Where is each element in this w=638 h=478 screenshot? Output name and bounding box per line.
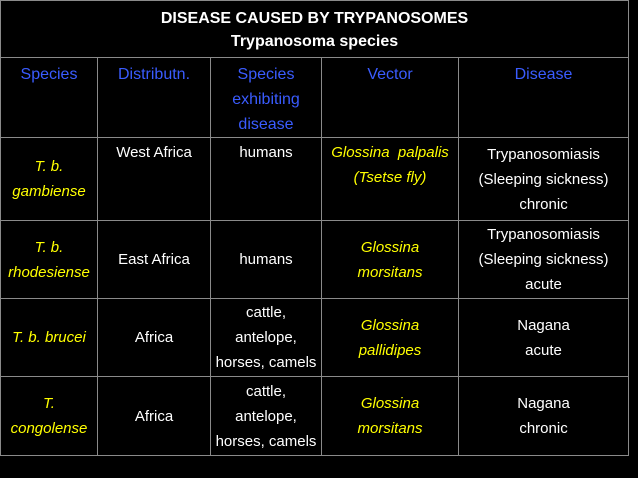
header-host: Species exhibiting disease	[210, 57, 322, 138]
header-host-line: disease	[238, 116, 294, 133]
vector-line: Glossina	[360, 395, 420, 412]
species-line: T. b.	[34, 158, 64, 175]
disease-cell: Trypanosomiasis (Sleeping sickness) chro…	[457, 137, 630, 221]
header-host-line: Species	[237, 66, 295, 83]
table-title: DISEASE CAUSED BY TRYPANOSOMES	[160, 10, 469, 27]
host-line: horses, camels	[215, 432, 317, 450]
disease-line: (Sleeping sickness)	[478, 170, 609, 188]
disease-line: (Sleeping sickness)	[478, 251, 609, 268]
disease-line: acute	[525, 276, 562, 293]
disease-line: acute	[525, 341, 562, 359]
distribution-cell: East Africa	[97, 220, 211, 299]
species-line: rhodesiense	[8, 263, 90, 281]
disease-cell: Nagana chronic	[457, 376, 630, 456]
species-cell: T. b. rhodesiense	[0, 220, 98, 299]
distribution-cell: Africa	[97, 298, 211, 377]
vector-line: morsitans	[357, 263, 423, 281]
header-row: Species Distributn. Species exhibiting d…	[0, 57, 630, 138]
distribution-cell: West Africa	[97, 137, 211, 221]
vector-cell: Glossina morsitans	[321, 376, 459, 456]
species-line: T. b.	[34, 238, 64, 256]
vector-line: Glossina	[360, 238, 420, 256]
species-line: T. b. brucei	[12, 329, 86, 346]
vector-cell: Glossina palpalis (Tsetse fly)	[321, 137, 459, 221]
disease-line: Nagana	[517, 395, 570, 412]
vector-line: pallidipes	[358, 341, 422, 359]
host-line: humans	[239, 144, 293, 161]
header-disease: Disease	[457, 57, 630, 138]
vector-cell: Glossina morsitans	[321, 220, 459, 299]
host-cell: humans	[210, 220, 322, 299]
host-cell: cattle, antelope, horses, camels	[210, 376, 322, 456]
vector-line: Glossina	[360, 316, 420, 334]
table-title-cell: DISEASE CAUSED BY TRYPANOSOMES Trypanoso…	[0, 0, 630, 58]
table-row: T. b. brucei Africa cattle, antelope, ho…	[0, 298, 630, 377]
host-cell: cattle, antelope, horses, camels	[210, 298, 322, 377]
distribution-cell: Africa	[97, 376, 211, 456]
header-host-line: exhibiting	[232, 91, 300, 108]
host-line: humans	[239, 251, 293, 268]
species-cell: T. b. brucei	[0, 298, 98, 377]
table-row: T. b. gambiense West Africa humans Gloss…	[0, 137, 630, 221]
species-line: congolense	[10, 420, 88, 437]
disease-table: DISEASE CAUSED BY TRYPANOSOMES Trypanoso…	[0, 0, 630, 456]
species-cell: T. b. gambiense	[0, 137, 98, 221]
host-cell: humans	[210, 137, 322, 221]
disease-line: chronic	[519, 420, 568, 437]
vector-cell: Glossina pallidipes	[321, 298, 459, 377]
header-species: Species	[0, 57, 98, 138]
disease-line: Nagana	[517, 316, 570, 334]
vector-line: Glossina palpalis	[331, 144, 449, 161]
disease-cell: Trypanosomiasis (Sleeping sickness) acut…	[457, 220, 630, 299]
species-line: gambiense	[12, 183, 86, 200]
vector-line: (Tsetse fly)	[353, 169, 427, 186]
header-distribution: Distributn.	[97, 57, 211, 138]
table-row: T. congolense Africa cattle, antelope, h…	[0, 376, 630, 456]
header-vector: Vector	[321, 57, 459, 138]
host-line: cattle,	[245, 382, 287, 400]
species-cell: T. congolense	[0, 376, 98, 456]
host-line: antelope,	[235, 407, 297, 425]
host-line: antelope,	[235, 329, 297, 346]
disease-line: Trypanosomiasis	[487, 145, 600, 163]
table-row: T. b. rhodesiense East Africa humans Glo…	[0, 220, 630, 299]
host-line: cattle,	[245, 304, 287, 321]
species-line: T.	[43, 395, 55, 412]
disease-line: Trypanosomiasis	[487, 226, 600, 243]
table-subtitle: Trypanosoma species	[230, 33, 399, 50]
vector-line: morsitans	[357, 420, 423, 437]
host-line: horses, camels	[215, 354, 317, 371]
disease-cell: Nagana acute	[457, 298, 630, 377]
disease-line: chronic	[519, 195, 568, 213]
